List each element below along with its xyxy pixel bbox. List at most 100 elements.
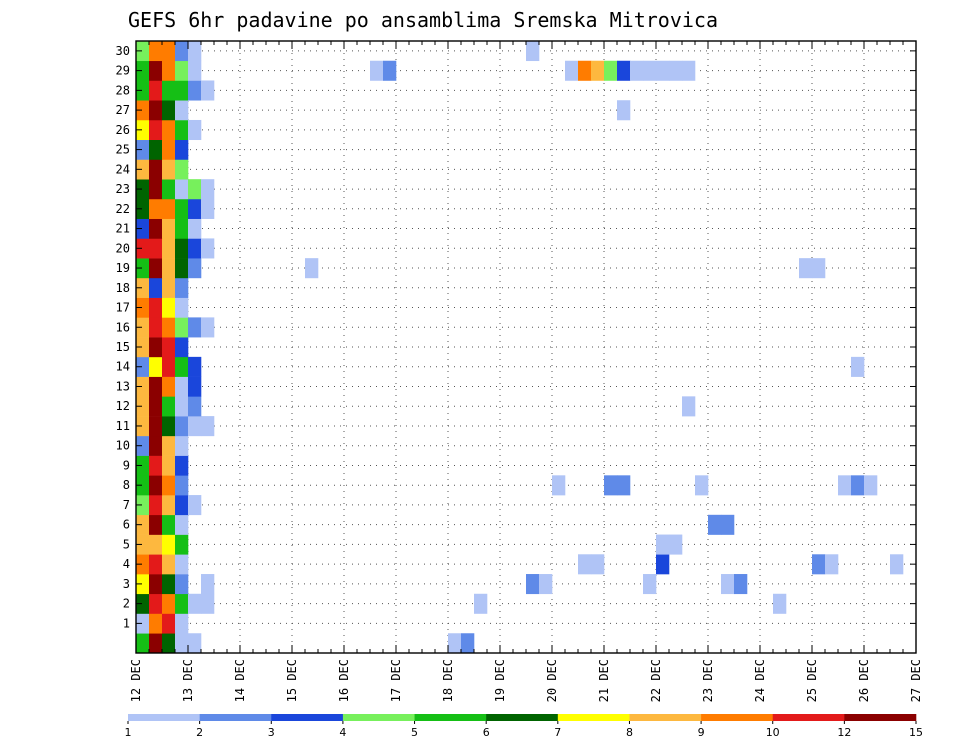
colorbar-swatch (629, 714, 702, 721)
x-tick-label: 18 DEC (441, 659, 455, 702)
heatmap-cell (175, 159, 189, 180)
y-tick-label: 15 (116, 340, 130, 354)
heatmap-cell (149, 376, 163, 397)
heatmap-cell (136, 218, 150, 239)
colorbar-swatch (701, 714, 774, 721)
heatmap-cell (162, 514, 176, 535)
heatmap-cell (136, 80, 150, 101)
heatmap-cell (656, 60, 670, 81)
heatmap-cell (721, 514, 735, 535)
heatmap-cell (149, 258, 163, 279)
colorbar-swatch (128, 714, 200, 721)
heatmap-cell (825, 554, 839, 575)
heatmap-cell (136, 60, 150, 81)
colorbar-label: 8 (626, 726, 633, 739)
heatmap-cell (149, 416, 163, 437)
heatmap-cell (162, 534, 176, 555)
heatmap-cell (136, 574, 150, 595)
heatmap-cell (201, 574, 215, 595)
y-tick-label: 22 (116, 202, 130, 216)
heatmap-cell (149, 80, 163, 101)
heatmap-cell (162, 613, 176, 634)
heatmap-cell (188, 317, 202, 338)
heatmap-cell (175, 100, 189, 121)
heatmap-cell (162, 376, 176, 397)
heatmap-cell (149, 554, 163, 575)
heatmap-cell (773, 593, 787, 614)
y-tick-label: 9 (123, 458, 130, 472)
heatmap-cell (162, 119, 176, 141)
y-tick-label: 21 (116, 222, 130, 236)
heatmap-cell (175, 60, 189, 81)
heatmap-cell (201, 317, 215, 338)
heatmap-cell (175, 356, 189, 377)
x-tick-label: 12 DEC (129, 659, 143, 702)
heatmap-cell (175, 435, 189, 456)
colorbar-label: 1 (125, 726, 132, 739)
heatmap-cell (136, 356, 150, 377)
heatmap-cell (175, 593, 189, 614)
heatmap-cell (175, 574, 189, 595)
heatmap-cell (136, 337, 150, 358)
heatmap-cell (604, 475, 618, 496)
y-tick-label: 30 (116, 44, 130, 58)
y-tick-label: 14 (116, 360, 130, 374)
heatmap-cell (162, 139, 176, 160)
heatmap-cell (175, 41, 189, 62)
heatmap-cell (201, 416, 215, 437)
chart-title: GEFS 6hr padavine po ansamblima Sremska … (128, 8, 718, 32)
x-tick-label: 20 DEC (545, 659, 559, 702)
heatmap-cell (149, 337, 163, 358)
heatmap-cell (136, 277, 150, 298)
heatmap-cell (851, 356, 865, 377)
x-tick-label: 27 DEC (909, 659, 923, 702)
heatmap-cell (136, 100, 150, 121)
heatmap-cell (682, 396, 696, 417)
heatmap-cell (175, 396, 189, 417)
heatmap-cell (734, 574, 748, 595)
heatmap-cell (136, 119, 150, 141)
y-tick-label: 13 (116, 379, 130, 393)
heatmap-cell (799, 258, 813, 279)
x-tick-label: 17 DEC (389, 659, 403, 702)
heatmap-cell (149, 356, 163, 377)
heatmap-cell (175, 475, 189, 496)
y-tick-label: 19 (116, 261, 130, 275)
heatmap-cell (578, 554, 592, 575)
heatmap-cell (188, 376, 202, 397)
heatmap-cell (149, 218, 163, 239)
heatmap-cell (136, 317, 150, 338)
y-tick-label: 29 (116, 64, 130, 78)
colorbar-label: 6 (483, 726, 490, 739)
colorbar-label: 2 (196, 726, 203, 739)
heatmap-cell (149, 297, 163, 318)
heatmap-cell (188, 198, 202, 219)
grid-lines (136, 41, 916, 653)
heatmap-cell (175, 416, 189, 437)
heatmap-cell (370, 60, 384, 81)
heatmap-cell (643, 60, 657, 81)
heatmap-cell (175, 198, 189, 219)
data-cells (136, 41, 904, 654)
heatmap-cell (162, 60, 176, 81)
heatmap-cell (188, 41, 202, 62)
heatmap-cell (162, 80, 176, 101)
heatmap-cell (175, 80, 189, 101)
y-tick-label: 3 (123, 577, 130, 591)
heatmap-cell (539, 574, 553, 595)
heatmap-cell (149, 475, 163, 496)
heatmap-cell (162, 475, 176, 496)
y-tick-label: 20 (116, 241, 130, 255)
heatmap-cell (162, 574, 176, 595)
heatmap-cell (448, 633, 462, 654)
heatmap-cell (149, 317, 163, 338)
heatmap-cell (175, 613, 189, 634)
heatmap-cell (136, 376, 150, 397)
heatmap-cell (578, 60, 592, 81)
heatmap-cell (175, 376, 189, 397)
heatmap-cell (175, 495, 189, 516)
heatmap-cell (162, 159, 176, 180)
heatmap-cell (201, 179, 215, 200)
x-tick-label: 21 DEC (597, 659, 611, 702)
heatmap-cell (149, 435, 163, 456)
